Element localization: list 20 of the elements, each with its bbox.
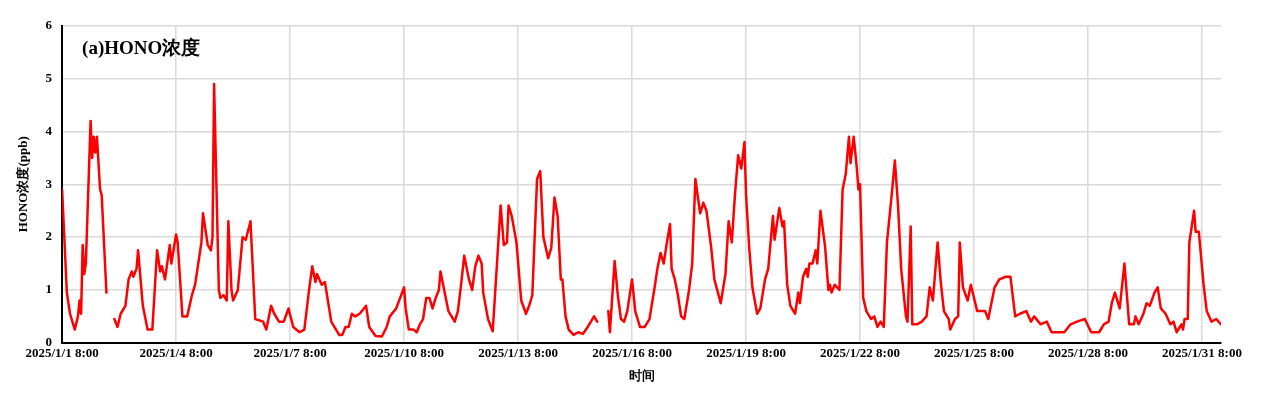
y-tick-label: 4 <box>45 122 53 138</box>
y-axis-title: HONO浓度(ppb) <box>15 136 31 233</box>
x-tick-label: 2025/1/19 8:00 <box>706 344 786 360</box>
x-axis-title: 时间 <box>628 367 655 383</box>
x-tick-label: 2025/1/28 8:00 <box>1048 344 1128 360</box>
y-tick-label: 2 <box>45 228 53 244</box>
y-tick-label: 3 <box>45 175 53 191</box>
x-tick-label: 2025/1/4 8:00 <box>139 344 213 360</box>
y-tick-label: 0 <box>45 334 53 350</box>
y-tick-label: 1 <box>45 281 53 297</box>
x-tick-label: 2025/1/7 8:00 <box>253 344 327 360</box>
text: (a)HONO浓度 <box>82 37 201 60</box>
x-tick-label: 2025/1/16 8:00 <box>592 344 672 360</box>
x-tick-label: 2025/1/13 8:00 <box>478 344 558 360</box>
x-tick-label: 2025/1/25 8:00 <box>934 344 1014 360</box>
y-tick-label: 6 <box>45 17 53 33</box>
x-tick-label: 2025/1/31 8:00 <box>1162 344 1242 360</box>
y-tick-label: 5 <box>45 69 53 85</box>
x-tick-label: 2025/1/22 8:00 <box>820 344 900 360</box>
x-tick-label: 2025/1/10 8:00 <box>364 344 444 360</box>
